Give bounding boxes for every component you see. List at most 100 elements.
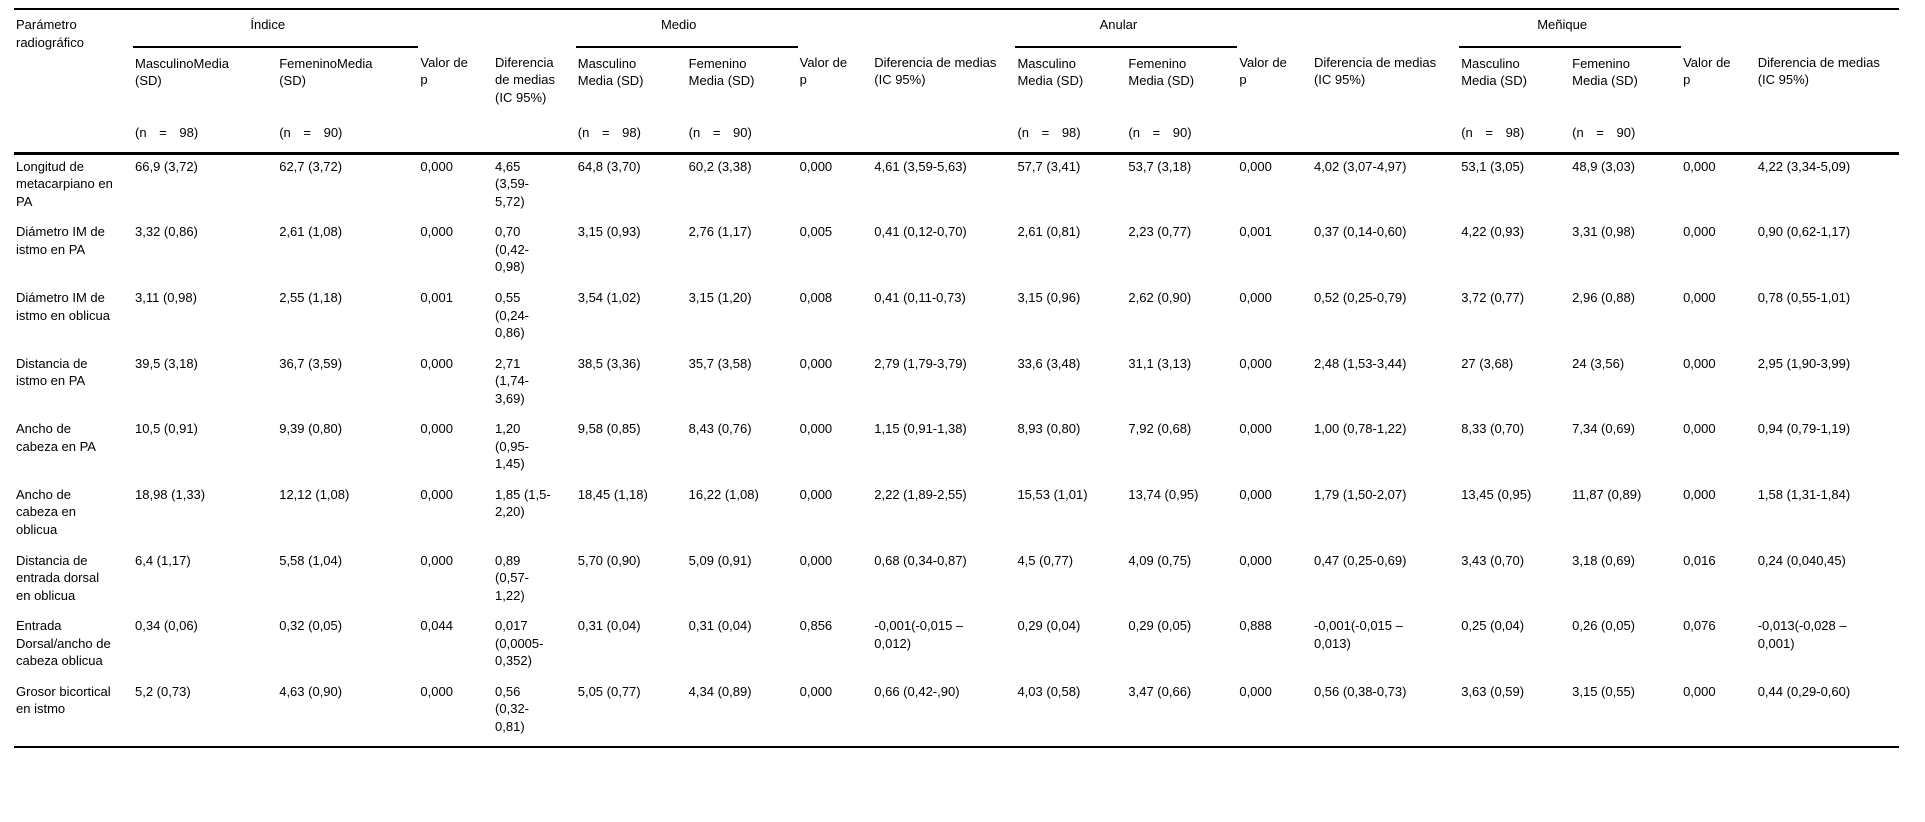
value-cell: 2,61 (0,81): [1017, 224, 1081, 240]
value-cell: 8,33 (0,70): [1461, 421, 1525, 437]
table-row: Ancho de cabeza en PA 10,5 (0,91) 9,39 (0,…: [14, 417, 1899, 483]
value-cell: 1,58 (1,31-1,84): [1757, 486, 1851, 502]
value-cell: 4,22 (0,93): [1461, 224, 1525, 240]
value-cell: 0,000: [420, 683, 453, 699]
value-cell: 33,6 (3,48): [1017, 355, 1081, 371]
param-cell: Ancho de cabeza en oblicua: [16, 486, 76, 538]
value-cell: 0,90 (0,62-1,17): [1757, 224, 1851, 240]
value-cell: 5,05 (0,77): [577, 683, 641, 699]
spacer-cell: [1756, 108, 1899, 153]
value-cell: 3,43 (0,70): [1461, 552, 1525, 568]
value-cell: 0,000: [1239, 421, 1272, 437]
param-cell: Grosor bicortical en istmo: [16, 683, 111, 717]
group-title-medio: Medio: [575, 9, 798, 48]
value-cell: 13,45 (0,95): [1461, 486, 1532, 502]
value-cell: 4,65 (3,59-5,72): [495, 158, 530, 209]
spacer-cell: [1756, 9, 1899, 47]
value-cell: 9,39 (0,80): [279, 421, 343, 437]
spacer-cell: [872, 9, 1015, 47]
value-cell: 0,24 (0,040,45): [1757, 552, 1846, 568]
col-header-femenino: Femenino Media (SD): [688, 55, 755, 89]
spacer-cell: [1312, 108, 1459, 153]
table-row: Diámetro IM de istmo en PA 3,32 (0,86) 2,6…: [14, 220, 1899, 286]
value-cell: 1,20 (0,95-1,45): [495, 421, 530, 472]
value-cell: 2,76 (1,17): [688, 224, 752, 240]
value-cell: 18,45 (1,18): [577, 486, 648, 502]
value-cell: 0,000: [420, 224, 453, 240]
spacer-cell: [493, 9, 576, 47]
value-cell: 0,41 (0,11-0,73): [874, 290, 966, 306]
n-masculino-cell: (n = 98): [577, 125, 641, 141]
n-masculino-cell: (n = 98): [1017, 125, 1081, 141]
value-cell: 12,12 (1,08): [279, 486, 350, 502]
spacer-cell: [1312, 9, 1459, 47]
param-cell: Entrada Dorsal/ancho de cabeza oblicua: [16, 618, 111, 669]
value-cell: 3,32 (0,86): [135, 224, 198, 240]
value-cell: 0,52 (0,25-0,79): [1313, 290, 1407, 306]
value-cell: 24 (3,56): [1572, 355, 1625, 371]
value-cell: 0,56 (0,32-0,81): [495, 683, 530, 734]
spacer-cell: [1681, 108, 1756, 153]
spacer-cell: [493, 108, 576, 153]
value-cell: 0,41 (0,12-0,70): [874, 224, 967, 240]
group-header-row: Parámetro radiográfico Índice Medio Anul…: [14, 9, 1899, 50]
spacer-cell: [872, 108, 1015, 153]
value-cell: 0,000: [1239, 486, 1272, 502]
value-cell: 0,000: [799, 683, 833, 699]
spacer-cell: [418, 108, 493, 153]
value-cell: 18,98 (1,33): [135, 486, 206, 502]
value-cell: 9,58 (0,85): [577, 421, 641, 437]
value-cell: 0,25 (0,04): [1461, 618, 1525, 634]
value-cell: 0,000: [1239, 355, 1272, 371]
value-cell: 1,15 (0,91-1,38): [874, 421, 967, 437]
value-cell: 0,000: [420, 158, 453, 174]
value-cell: 57,7 (3,41): [1017, 158, 1081, 174]
table-row: Longitud de metacarpiano en PA 66,9 (3,72…: [14, 153, 1899, 220]
value-cell: 62,7 (3,72): [279, 158, 343, 174]
value-cell: 2,48 (1,53-3,44): [1313, 355, 1407, 371]
value-cell: 2,71 (1,74-3,69): [495, 355, 530, 406]
value-cell: 5,58 (1,04): [279, 552, 343, 568]
value-cell: 0,076: [1683, 618, 1716, 634]
value-cell: 0,000: [1683, 421, 1716, 437]
table-row: Diámetro IM de istmo en oblicua 3,11 (0,9…: [14, 286, 1899, 352]
value-cell: 0,000: [1683, 355, 1716, 371]
col-header-masculino: Masculino Media (SD): [1461, 55, 1527, 89]
value-cell: 3,47 (0,66): [1128, 683, 1192, 699]
value-cell: 1,79 (1,50-2,07): [1313, 486, 1407, 502]
col-header-masculino: Masculino Media (SD): [577, 55, 644, 89]
value-cell: 5,2 (0,73): [135, 683, 191, 699]
table-row: Ancho de cabeza en oblicua 18,98 (1,33) 12…: [14, 483, 1899, 549]
param-cell: Distancia de istmo en PA: [16, 355, 88, 389]
radiographic-parameters-table: Parámetro radiográfico Índice Medio Anul…: [14, 8, 1899, 748]
value-cell: 53,1 (3,05): [1461, 158, 1525, 174]
value-cell: 3,31 (0,98): [1572, 224, 1636, 240]
table-body: Longitud de metacarpiano en PA 66,9 (3,72…: [14, 153, 1899, 746]
group-title-menique: Meñique: [1459, 9, 1682, 48]
value-cell: 2,95 (1,90-3,99): [1757, 355, 1851, 371]
value-cell: 4,34 (0,89): [688, 683, 752, 699]
value-cell: 0,000: [1683, 683, 1716, 699]
value-cell: 0,31 (0,04): [688, 618, 752, 634]
value-cell: 0,55 (0,24-0,86): [495, 290, 530, 341]
value-cell: 5,09 (0,91): [688, 552, 752, 568]
value-cell: 15,53 (1,01): [1017, 486, 1088, 502]
col-header-diferencia: Diferencia de medias (IC 95%): [1757, 54, 1880, 88]
value-cell: 16,22 (1,08): [688, 486, 759, 502]
value-cell: 0,000: [799, 552, 833, 568]
value-cell: 2,23 (0,77): [1128, 224, 1192, 240]
value-cell: 0,66 (0,42-,90): [874, 683, 960, 699]
col-header-femenino: FemeninoMedia (SD): [279, 55, 373, 89]
table-header: Parámetro radiográfico Índice Medio Anul…: [14, 9, 1899, 154]
col-header-masculino: MasculinoMedia (SD): [135, 55, 229, 89]
value-cell: 0,68 (0,34-0,87): [874, 552, 967, 568]
value-cell: 2,79 (1,79-3,79): [874, 355, 967, 371]
value-cell: 3,15 (1,20): [688, 290, 752, 306]
value-cell: 13,74 (0,95): [1128, 486, 1199, 502]
value-cell: 0,26 (0,05): [1572, 618, 1636, 634]
value-cell: 11,87 (0,89): [1572, 486, 1642, 502]
value-cell: 2,22 (1,89-2,55): [874, 486, 967, 502]
value-cell: 0,32 (0,05): [279, 618, 343, 634]
value-cell: 0,005: [799, 224, 833, 240]
param-cell: Diámetro IM de istmo en oblicua: [16, 290, 110, 323]
